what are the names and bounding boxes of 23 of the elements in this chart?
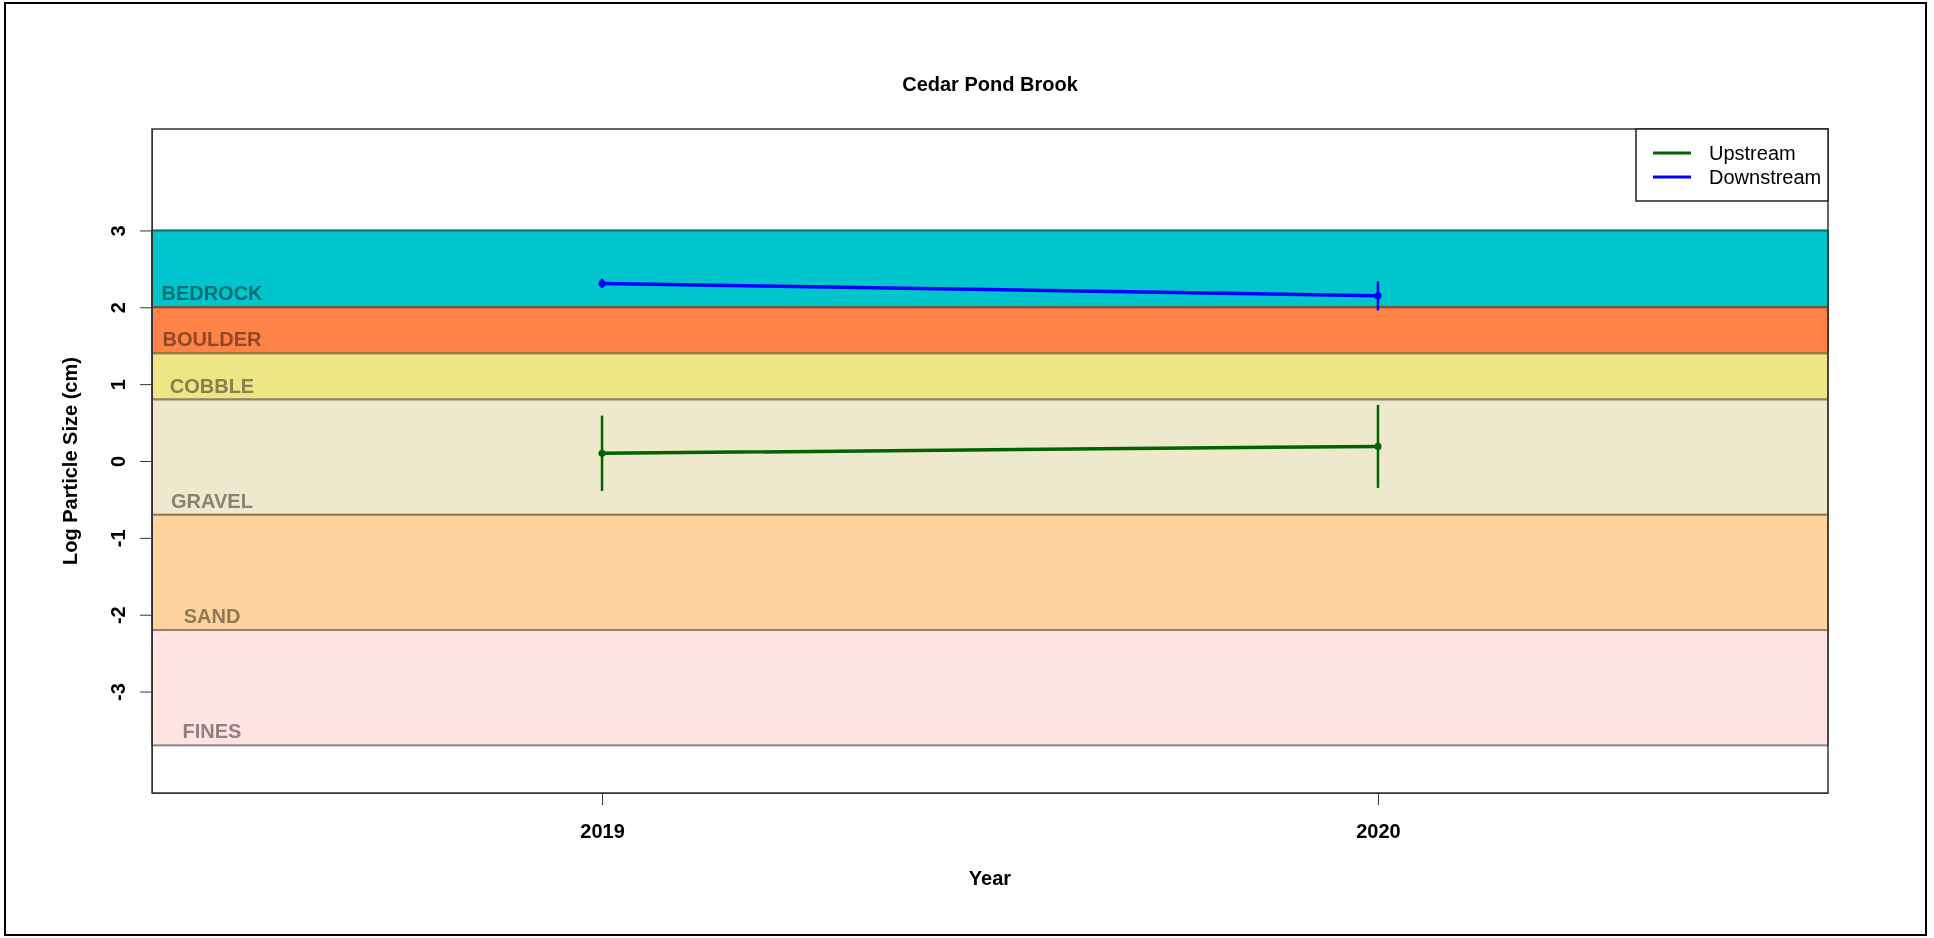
y-tick-label: -3 <box>107 683 129 701</box>
band-label: BOULDER <box>162 328 262 351</box>
x-tick-label: 2019 <box>580 820 625 842</box>
band-label: BEDROCK <box>161 282 264 305</box>
y-tick-label: -2 <box>107 606 129 625</box>
y-axis-title: Log Particle Size (cm) <box>59 357 81 565</box>
band-label: COBBLE <box>169 374 255 397</box>
y-tick-label: 2 <box>107 302 129 314</box>
x-axis-title: Year <box>968 867 1012 889</box>
y-tick-label: -1 <box>107 529 129 548</box>
band-label: GRAVEL <box>171 489 253 512</box>
y-tick-label: 1 <box>107 379 129 391</box>
point <box>1374 292 1382 300</box>
y-tick-label: 0 <box>107 455 129 468</box>
band-label: FINES <box>182 720 242 743</box>
band-label: SAND <box>183 605 241 628</box>
point <box>1374 442 1382 450</box>
point <box>598 449 606 457</box>
y-tick-label: 3 <box>107 225 129 237</box>
legend-label: Downstream <box>1709 166 1822 188</box>
chart-title: Cedar Pond Brook <box>902 73 1079 95</box>
x-tick-label: 2020 <box>1356 820 1401 842</box>
legend-label: Upstream <box>1709 142 1796 164</box>
